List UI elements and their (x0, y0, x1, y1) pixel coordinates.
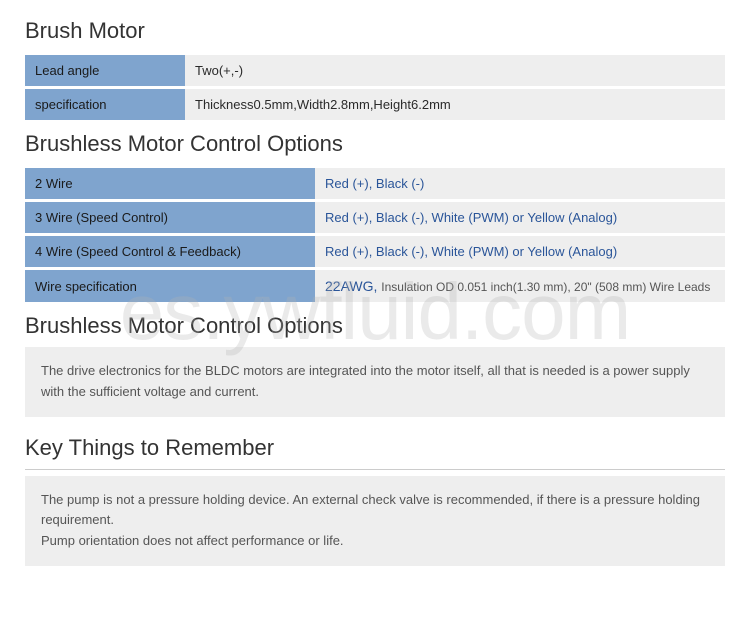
table-row: specification Thickness0.5mm,Width2.8mm,… (25, 89, 725, 120)
divider (25, 469, 725, 470)
section-title-brushless-note: Brushless Motor Control Options (25, 313, 725, 339)
table-row: Lead angle Two(+,-) (25, 55, 725, 86)
note-line: Pump orientation does not affect perform… (41, 531, 709, 552)
section-title-key-things: Key Things to Remember (25, 435, 725, 461)
cell-label: specification (25, 89, 185, 120)
cell-value: Red (+), Black (-), White (PWM) or Yello… (315, 202, 725, 233)
cell-value: Thickness0.5mm,Width2.8mm,Height6.2mm (185, 89, 725, 120)
section-title-brush-motor: Brush Motor (25, 18, 725, 44)
table-row: Wire specification 22AWG, Insulation OD … (25, 270, 725, 302)
table-row: 2 Wire Red (+), Black (-) (25, 168, 725, 199)
table-row: 4 Wire (Speed Control & Feedback) Red (+… (25, 236, 725, 267)
cell-label: Wire specification (25, 270, 315, 302)
cell-value: Red (+), Black (-), White (PWM) or Yello… (315, 236, 725, 267)
table-row: 3 Wire (Speed Control) Red (+), Black (-… (25, 202, 725, 233)
brushless-options-table: 2 Wire Red (+), Black (-) 3 Wire (Speed … (25, 165, 725, 305)
note-box: The drive electronics for the BLDC motor… (25, 347, 725, 417)
spec-text: Insulation OD 0.051 inch(1.30 mm), 20" (… (381, 280, 710, 294)
cell-label: 4 Wire (Speed Control & Feedback) (25, 236, 315, 267)
awg-prefix: 22AWG, (325, 278, 381, 294)
cell-value: Two(+,-) (185, 55, 725, 86)
note-line: The pump is not a pressure holding devic… (41, 490, 709, 532)
cell-label: Lead angle (25, 55, 185, 86)
cell-value: Red (+), Black (-) (315, 168, 725, 199)
cell-label: 2 Wire (25, 168, 315, 199)
cell-label: 3 Wire (Speed Control) (25, 202, 315, 233)
section-title-brushless-options: Brushless Motor Control Options (25, 131, 725, 157)
brush-motor-table: Lead angle Two(+,-) specification Thickn… (25, 52, 725, 123)
note-box: The pump is not a pressure holding devic… (25, 476, 725, 566)
cell-value: 22AWG, Insulation OD 0.051 inch(1.30 mm)… (315, 270, 725, 302)
